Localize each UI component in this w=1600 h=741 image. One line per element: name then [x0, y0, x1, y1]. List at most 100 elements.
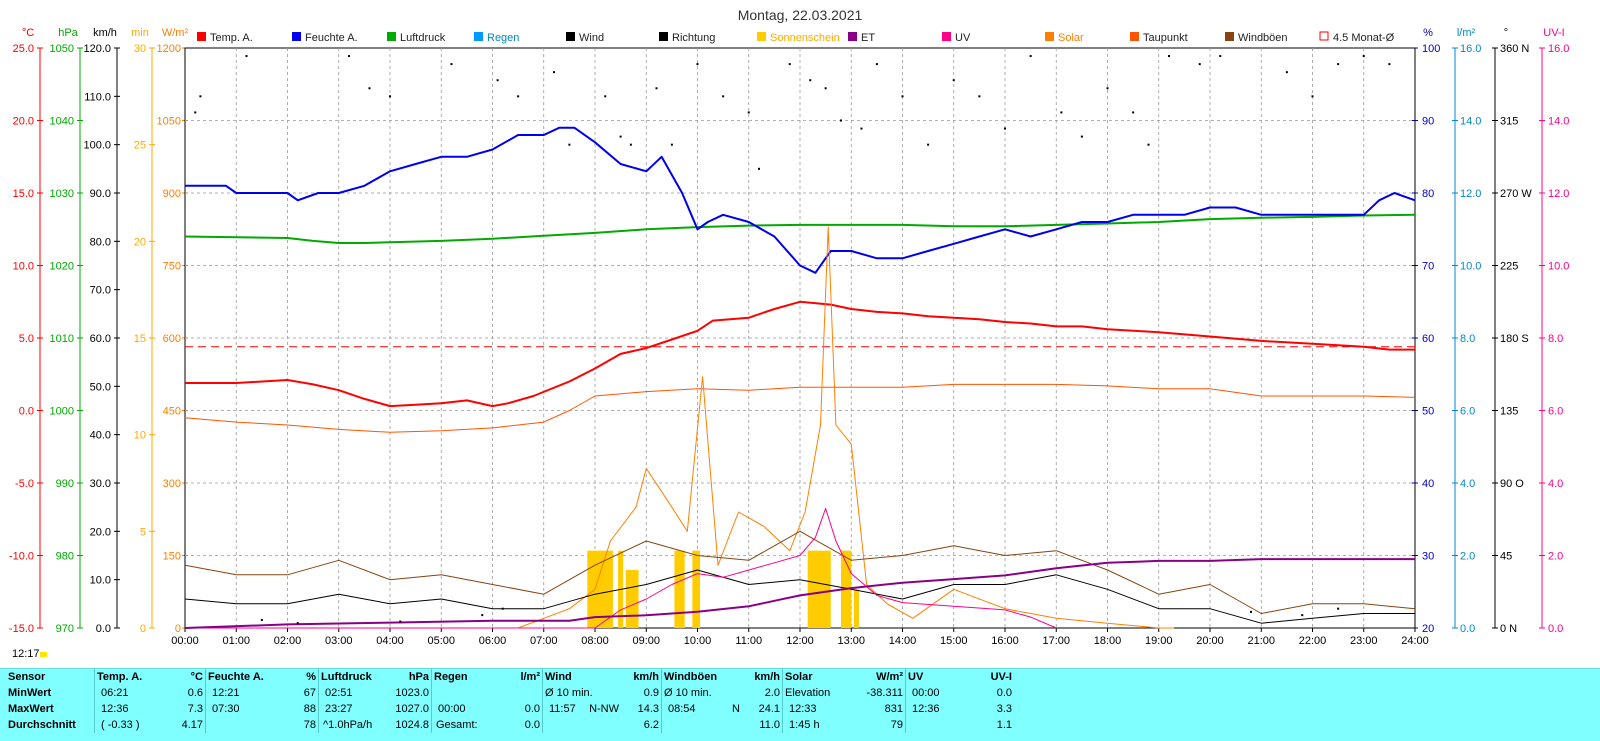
legend-label-10: Taupunkt	[1143, 32, 1188, 44]
humidity-axis-tick-label: 30	[1422, 551, 1434, 563]
wind-axis-tick-label: 60.0	[90, 333, 111, 345]
stats-avg-hum-value: 78	[303, 719, 316, 731]
sunshine-bar-5	[807, 550, 831, 628]
stats-max-gust-time: 08:54 N	[661, 701, 742, 717]
x-tick-label: 13:00	[837, 635, 865, 647]
rain-axis-tick-label: 6.0	[1460, 406, 1475, 418]
stats-avg-uv-value: 1.1	[996, 719, 1012, 731]
legend-swatch-7	[848, 32, 857, 41]
stats-min-temp-time: 06:21	[94, 685, 169, 701]
direction-point-46	[296, 622, 299, 625]
legend-label-9: Solar	[1058, 32, 1084, 44]
stats-min-uv-time: 00:00	[905, 685, 970, 701]
stats-solar-unit: W/m²	[876, 671, 903, 683]
wind-axis-tick-label: 20.0	[90, 526, 111, 538]
humidity-axis-tick-label: 80	[1422, 188, 1434, 200]
legend-swatch-8	[942, 32, 951, 41]
direction-point-21	[809, 79, 812, 82]
direction-point-37	[1168, 55, 1170, 58]
pressure-axis-tick-label: 990	[56, 478, 74, 490]
direction-point-31	[1029, 55, 1032, 58]
rain-axis-tick-label: 12.0	[1460, 188, 1481, 200]
direction-point-15	[670, 143, 673, 146]
direction-point-38	[1198, 63, 1201, 66]
direction-point-2	[245, 55, 248, 58]
stats-max-solar-time: 12:33	[782, 701, 857, 717]
stats-max-wind-time: 11:57 N-NW	[542, 701, 621, 717]
stats-solar-header: Solar	[782, 669, 857, 685]
sunshine-axis-tick-label: 20	[134, 236, 146, 248]
direction-point-49	[501, 607, 504, 610]
rain-axis-tick-label: 10.0	[1460, 261, 1481, 273]
x-tick-label: 08:00	[581, 635, 609, 647]
stats-max-wind-time-text: 11:57	[549, 703, 576, 715]
sunshine-bar-0	[587, 550, 613, 628]
x-tick-label: 15:00	[940, 635, 968, 647]
stats-max-gust-time-text: 08:54	[668, 703, 696, 715]
direction-point-34	[1106, 87, 1109, 90]
uv-axis-tick-label: 16.0	[1548, 43, 1569, 55]
stats-min-rain-time	[431, 685, 506, 701]
solar-axis-tick-label: 1200	[157, 43, 181, 55]
direction-point-14	[655, 87, 658, 90]
temp-axis-tick-label: 5.0	[19, 333, 34, 345]
legend-label-4: Wind	[579, 32, 604, 44]
stats-avg-wind-value: 6.2	[643, 719, 659, 731]
stats-max-uv-time: 12:36	[905, 701, 970, 717]
stats-avg-solar-value: 79	[890, 719, 903, 731]
x-tick-label: 22:00	[1299, 635, 1327, 647]
direction-point-47	[399, 620, 402, 623]
stats-hum-header: Feuchte A.	[205, 669, 282, 685]
chart-grid	[184, 47, 1416, 629]
stats-uv-header: UV	[905, 669, 970, 685]
x-tick-label: 05:00	[427, 635, 455, 647]
chart-legend: Temp. A. Feuchte A. Luftdruck Regen Wind Rich…	[197, 31, 1395, 44]
solar-axis-tick-label: 0	[175, 623, 181, 635]
stats-max-row: MaxWert 12:36 7.3 07:30 88 23:27 1027.0 …	[0, 701, 1014, 717]
direction-point-41	[1311, 95, 1314, 98]
pressure-axis-tick-label: 1050	[50, 43, 74, 55]
stats-avg-press-trend: ^1.0hPa/h	[318, 717, 387, 733]
stats-min-gust-time: Ø 10 min.	[661, 685, 742, 701]
stats-temp-unit: °C	[190, 671, 203, 683]
temp-axis-tick-label: 10.0	[13, 261, 34, 273]
direction-point-17	[722, 95, 725, 98]
pressure-axis-tick-label: 980	[56, 551, 74, 563]
stats-avg-hum-note	[205, 717, 282, 733]
uv-axis-tick-label: 4.0	[1548, 478, 1563, 490]
direction-point-39	[1219, 55, 1222, 58]
direction-point-51	[1301, 614, 1304, 617]
sunshine-bar-7	[853, 589, 859, 628]
direction-point-35	[1132, 111, 1135, 114]
stats-rain-total-value: 0.0	[524, 719, 540, 731]
direction-point-10	[568, 143, 571, 146]
humidity-axis-tick-label: 90	[1422, 116, 1434, 128]
stats-uv-unit: UV-I	[990, 671, 1012, 683]
sunshine-axis-tick-label: 25	[134, 140, 146, 152]
sunshine-axis-tick-label: 30	[134, 43, 146, 55]
solar-axis-tick-label: 300	[163, 478, 181, 490]
humidity-axis-tick-label: 20	[1422, 623, 1434, 635]
x-tick-label: 12:00	[786, 635, 814, 647]
legend-swatch-10	[1130, 32, 1139, 41]
stats-min-wind-value: 0.9	[643, 687, 659, 699]
direction-axis-tick-label: 90 O	[1500, 478, 1524, 490]
series-windb-en	[184, 530, 1416, 614]
legend-label-0: Temp. A.	[210, 32, 253, 44]
humidity-axis-tick-label: 60	[1422, 333, 1434, 345]
stats-avg-wind-note	[542, 717, 621, 733]
stats-min-gust-value: 2.0	[764, 687, 780, 699]
pressure-axis-tick-label: 1030	[50, 188, 74, 200]
sunshine-axis-unit: min	[131, 27, 149, 39]
stats-max-gust-value: 24.1	[758, 703, 780, 715]
wind-axis-tick-label: 30.0	[90, 478, 111, 490]
direction-point-13	[629, 143, 632, 146]
direction-point-33	[1080, 135, 1083, 138]
rain-axis-tick-label: 0.0	[1460, 623, 1475, 635]
x-tick-label: 03:00	[325, 635, 353, 647]
direction-point-44	[1388, 63, 1391, 66]
x-tick-label: 10:00	[684, 635, 712, 647]
series-taupunkt	[184, 383, 1416, 433]
sunshine-axis-tick-label: 5	[140, 526, 146, 538]
legend-swatch-3	[474, 32, 483, 41]
